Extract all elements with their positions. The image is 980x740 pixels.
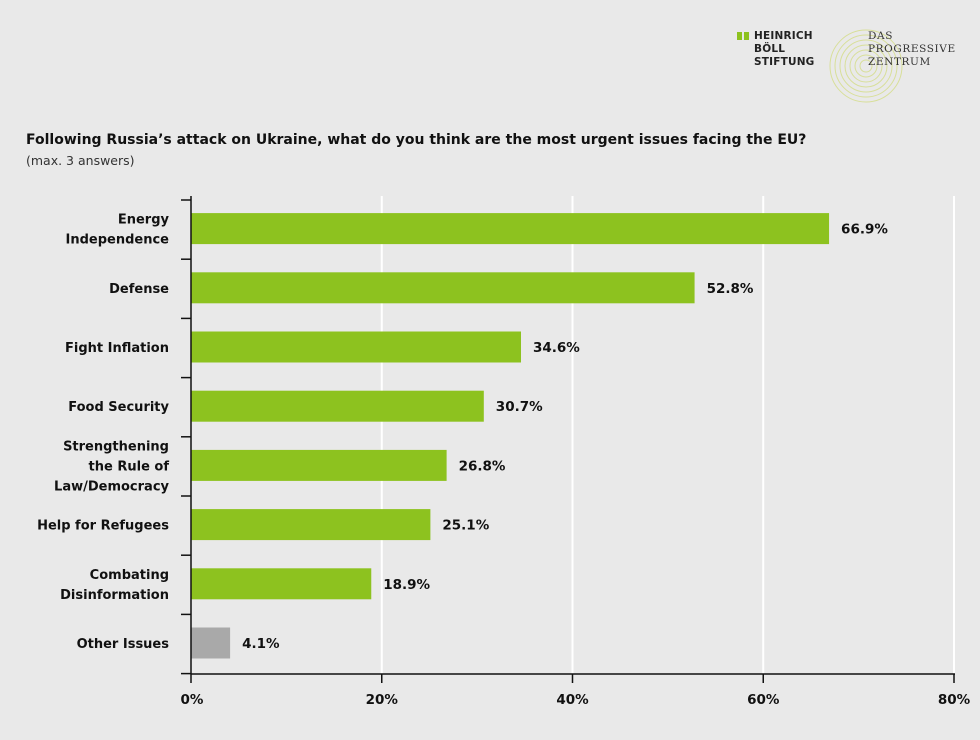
category-label: Other Issues xyxy=(77,637,170,652)
category-label: Law/Democracy xyxy=(54,479,169,494)
x-tick-label: 60% xyxy=(747,692,780,708)
x-tick-label: 80% xyxy=(938,692,971,708)
category-label: Combating xyxy=(90,568,169,583)
category-label: Fight Inflation xyxy=(65,341,169,356)
bar xyxy=(191,627,231,659)
dpz-logo-line-1: DAS xyxy=(868,30,893,42)
data-label: 4.1% xyxy=(242,636,280,652)
chart-subtitle: (max. 3 answers) xyxy=(26,153,135,168)
category-label: Disinformation xyxy=(60,588,169,603)
dpz-logo-line-3: ZENTRUM xyxy=(868,56,931,68)
bar xyxy=(191,509,431,541)
category-label: Food Security xyxy=(68,400,169,415)
bar xyxy=(191,213,830,245)
bar xyxy=(191,568,372,600)
boell-logo-line-2: BÖLL xyxy=(754,43,786,55)
x-tick-label: 40% xyxy=(556,692,589,708)
data-label: 26.8% xyxy=(459,458,506,474)
category-label: the Rule of xyxy=(89,459,170,474)
x-tick-label: 0% xyxy=(181,692,204,708)
data-label: 66.9% xyxy=(841,222,888,238)
data-label: 18.9% xyxy=(383,577,430,593)
spiral-logo-icon xyxy=(829,29,903,103)
category-label: Independence xyxy=(66,233,170,248)
data-label: 52.8% xyxy=(707,281,754,297)
x-tick-label: 20% xyxy=(366,692,399,708)
bar xyxy=(191,272,695,304)
bar xyxy=(191,331,521,363)
heinrich-boell-logo: HEINRICH BÖLL STIFTUNG xyxy=(737,30,815,69)
category-label: Energy xyxy=(118,213,170,228)
category-label: Strengthening xyxy=(63,439,169,454)
dpz-logo-line-2: PROGRESSIVE xyxy=(868,43,956,55)
progressive-zentrum-logo: DAS PROGRESSIVE ZENTRUM xyxy=(826,26,976,106)
boell-logo-line-3: STIFTUNG xyxy=(754,56,815,68)
bar xyxy=(191,390,484,422)
boell-logo-line-1: HEINRICH xyxy=(754,30,813,42)
category-label: Help for Refugees xyxy=(37,519,169,534)
data-label: 25.1% xyxy=(442,518,489,534)
boell-logo-icon xyxy=(737,32,749,40)
category-label: Defense xyxy=(109,282,169,297)
data-label: 30.7% xyxy=(496,399,543,415)
data-label: 34.6% xyxy=(533,340,580,356)
bar xyxy=(191,449,447,481)
chart-title: Following Russia’s attack on Ukraine, wh… xyxy=(26,132,807,148)
